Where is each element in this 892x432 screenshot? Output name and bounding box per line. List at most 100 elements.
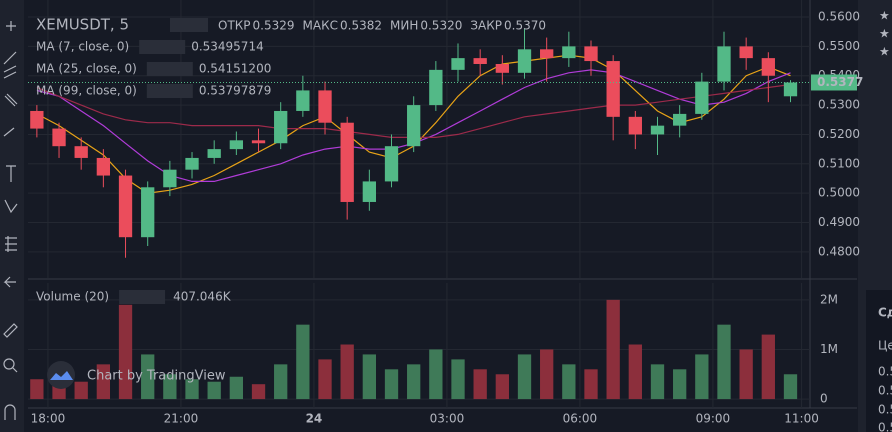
panel-price: 0.5	[878, 403, 892, 417]
y-tick-label: 0.5000	[818, 186, 860, 200]
volume-bar	[185, 379, 199, 400]
x-tick-label: 06:00	[563, 412, 598, 426]
panel-price: 0.5	[878, 384, 892, 398]
x-tick-label: 18:00	[31, 412, 66, 426]
volume-bar	[739, 349, 753, 400]
volume-bar	[650, 364, 665, 400]
ohlc-label: ОТКР	[218, 19, 251, 33]
toolbar	[0, 0, 24, 432]
legend-buttons	[119, 290, 166, 304]
candle-body	[584, 46, 598, 62]
volume-bar	[318, 359, 332, 400]
volume-bar	[384, 369, 399, 400]
candle-body	[141, 187, 155, 238]
x-tick-label: 11:00	[784, 412, 819, 426]
volume-bar	[451, 359, 465, 400]
y-tick-label: 0.5600	[818, 10, 860, 24]
candle-body	[761, 58, 775, 76]
candle-body	[562, 46, 576, 59]
panel-sub: Це	[878, 339, 892, 353]
ma-legend-value: 0.53797879	[199, 84, 272, 98]
panel-price: 0.5	[878, 365, 892, 379]
candle-body	[52, 128, 66, 147]
candle-body	[340, 122, 354, 202]
volume-legend-name: Volume (20)	[36, 290, 109, 304]
candle-body	[163, 169, 177, 188]
x-tick-label: 03:00	[430, 412, 465, 426]
legend-buttons	[146, 62, 193, 76]
candle-body	[118, 175, 133, 238]
volume-bar	[783, 374, 798, 400]
volume-bar	[717, 324, 731, 400]
candle-body	[362, 181, 376, 202]
x-tick-label: 09:00	[696, 412, 731, 426]
ohlc-value: 0.5329	[253, 19, 295, 33]
ma-legend-name: MA (7, close, 0)	[36, 40, 129, 54]
candle-body	[517, 49, 532, 73]
volume-bar	[584, 369, 598, 400]
volume-bar	[495, 374, 509, 400]
ohlc-value: 0.5382	[340, 19, 382, 33]
volume-bar	[517, 354, 532, 400]
candle-body	[673, 113, 687, 126]
y-tick-label: 2M	[820, 292, 838, 306]
star: ★	[879, 9, 890, 23]
legend-buttons	[146, 84, 193, 98]
volume-bar	[362, 354, 376, 400]
volume-bar	[118, 304, 133, 400]
candle-body	[606, 61, 620, 117]
candle-body	[207, 149, 221, 158]
candle-body	[251, 140, 266, 144]
candle-body	[495, 63, 509, 73]
ma-legend-name: MA (25, close, 0)	[36, 62, 137, 76]
candle-body	[739, 46, 753, 59]
candle-body	[30, 110, 44, 129]
volume-bar	[163, 374, 177, 400]
panel-header: Сд	[878, 306, 892, 320]
candle-body	[695, 81, 709, 114]
candle-body	[185, 157, 199, 170]
volume-bar	[628, 344, 642, 400]
volume-bar	[96, 364, 111, 400]
panel-price: 0.5	[878, 421, 892, 432]
volume-legend-value: 407.046K	[173, 290, 232, 304]
last-price-label: 0.5377	[817, 75, 863, 89]
y-tick-label: 0.5200	[818, 127, 860, 141]
x-tick-label: 21:00	[164, 412, 199, 426]
ma-legend-value: 0.54151200	[199, 62, 272, 76]
y-tick-label: 0.5500	[818, 39, 860, 53]
ohlc-label: МИН	[390, 19, 418, 33]
side-panel: ★ ★ ★ Сд Це 0.5 0.5 0.5 0.5	[858, 0, 892, 432]
x-tick-label: 24	[306, 412, 323, 426]
volume-bar	[429, 349, 443, 400]
watermark-text: Chart by TradingView	[87, 369, 226, 384]
volume-bar	[74, 381, 88, 400]
volume-bar	[340, 344, 354, 400]
candle-body	[473, 58, 487, 64]
volume-bar	[673, 369, 687, 400]
watermark: Chart by TradingView	[47, 361, 226, 389]
y-tick-label: 0.4900	[818, 215, 860, 229]
volume-bar	[562, 364, 576, 400]
volume-bar	[141, 354, 155, 400]
candle-body	[74, 146, 88, 158]
candle-body	[540, 49, 554, 59]
candle-body	[274, 110, 288, 144]
ohlc-value: 0.5370	[504, 19, 546, 33]
volume-bar	[761, 334, 775, 400]
y-tick-label: 0.5300	[818, 98, 860, 112]
candle-body	[628, 116, 642, 135]
candle-body	[717, 46, 731, 82]
volume-bar	[473, 369, 487, 400]
volume-bar	[540, 349, 554, 400]
candle-body	[451, 58, 465, 70]
star: ★	[879, 27, 890, 41]
candle-body	[318, 90, 332, 123]
y-tick-label: 0	[820, 392, 828, 406]
candle-body	[783, 82, 798, 97]
candle-body	[650, 125, 665, 135]
volume-bar	[296, 324, 310, 400]
y-tick-label: 0.4800	[818, 244, 860, 258]
candle-body	[407, 105, 421, 147]
volume-bar	[695, 354, 709, 400]
